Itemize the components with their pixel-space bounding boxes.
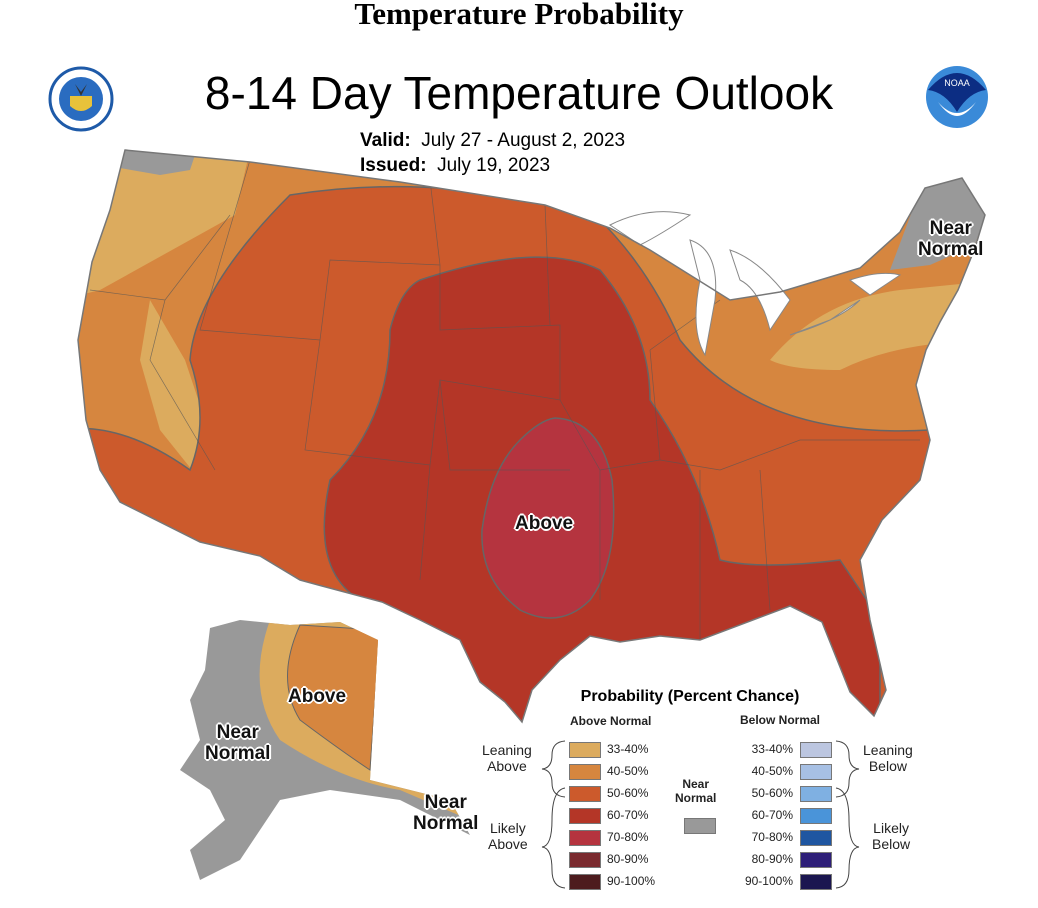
likely-below-label: Likely Below	[872, 820, 911, 852]
below-swatch	[800, 742, 832, 758]
above-range-label: 50-60%	[607, 786, 649, 800]
label-conus-above: Above	[515, 513, 574, 534]
legend-title: Probability (Percent Chance)	[580, 688, 800, 705]
below-swatch	[800, 830, 832, 846]
below-swatch	[800, 786, 832, 802]
below-normal-header: Below Normal	[740, 713, 821, 727]
region-70-80	[481, 417, 615, 619]
above-swatch	[569, 852, 601, 868]
leaning-below-label: Leaning Below	[863, 742, 913, 774]
below-range-label: 90-100%	[744, 874, 793, 888]
label-ne-near-normal: Near Normal	[918, 218, 984, 260]
above-range-label: 90-100%	[607, 874, 656, 888]
above-range-label: 70-80%	[607, 830, 649, 844]
valid-dates: Valid: July 27 - August 2, 2023	[360, 130, 626, 151]
below-swatch	[800, 808, 832, 824]
issued-date: Issued: July 19, 2023	[360, 155, 551, 176]
below-range-label: 70-80%	[751, 830, 793, 844]
likely-above-label: Likely Above	[488, 820, 528, 852]
above-swatch	[569, 874, 601, 890]
above-range-label: 40-50%	[607, 764, 649, 778]
near-normal-swatch	[684, 818, 716, 834]
region-near-normal-nw	[110, 150, 200, 175]
label-ak-near-normal: Near Normal	[205, 722, 271, 764]
below-range-label: 50-60%	[751, 786, 793, 800]
page-title: Temperature Probability	[354, 0, 684, 31]
label-aleutian-near-normal: Near Normal	[413, 792, 479, 834]
near-normal-label: Near Normal	[675, 777, 717, 805]
leaning-above-label: Leaning Above	[482, 742, 532, 774]
below-swatch	[800, 852, 832, 868]
great-lakes	[609, 211, 902, 357]
above-swatch	[569, 786, 601, 802]
below-range-label: 40-50%	[751, 764, 793, 778]
region-33-40-ne	[770, 280, 985, 370]
label-ak-above: Above	[288, 686, 347, 707]
legend: Probability (Percent Chance) Above Norma…	[470, 680, 913, 900]
above-swatch	[569, 808, 601, 824]
below-swatch	[800, 764, 832, 780]
above-swatch	[569, 830, 601, 846]
below-range-label: 80-90%	[751, 852, 793, 866]
noaa-logo: NOAA	[926, 66, 988, 128]
above-swatch	[569, 764, 601, 780]
svg-text:NOAA: NOAA	[944, 78, 970, 88]
below-range-label: 60-70%	[751, 808, 793, 822]
above-range-label: 80-90%	[607, 852, 649, 866]
above-normal-header: Above Normal	[570, 714, 652, 728]
region-33-40-nv	[140, 300, 215, 480]
above-range-label: 33-40%	[607, 742, 649, 756]
above-swatch	[569, 742, 601, 758]
commerce-seal-logo	[48, 66, 114, 132]
above-range-label: 60-70%	[607, 808, 649, 822]
map-title: 8-14 Day Temperature Outlook	[204, 67, 834, 119]
below-swatch	[800, 874, 832, 890]
legend-braces	[541, 740, 860, 889]
region-near-normal-ne	[890, 175, 985, 270]
ak-40-50	[287, 624, 381, 771]
below-range-label: 33-40%	[751, 742, 793, 756]
